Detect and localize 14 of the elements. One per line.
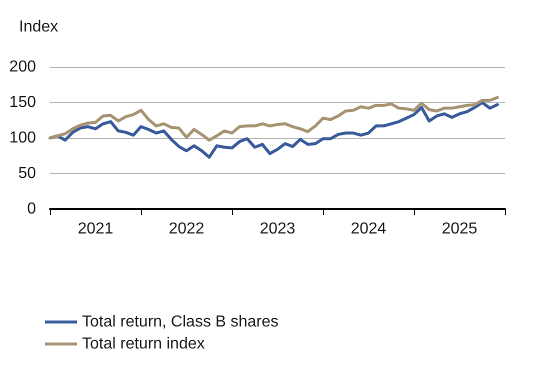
x-tick-label: 2024	[350, 220, 386, 238]
y-axis-title: Index	[19, 18, 58, 36]
legend-label: Total return index	[82, 336, 205, 352]
y-tick-label: 200	[9, 58, 36, 76]
y-tick-label: 50	[18, 165, 36, 182]
x-tick-label: 2022	[168, 220, 204, 238]
legend-label: Total return, Class B shares	[82, 314, 279, 330]
line-series	[48, 96, 499, 142]
y-tick-label: 0	[27, 200, 36, 218]
x-tick-label: 2021	[78, 220, 114, 238]
x-tick-label: 2023	[260, 220, 296, 238]
y-tick-label: 150	[9, 94, 36, 111]
y-tick-label: 100	[9, 130, 36, 146]
x-tick-label: 2025	[442, 220, 478, 238]
